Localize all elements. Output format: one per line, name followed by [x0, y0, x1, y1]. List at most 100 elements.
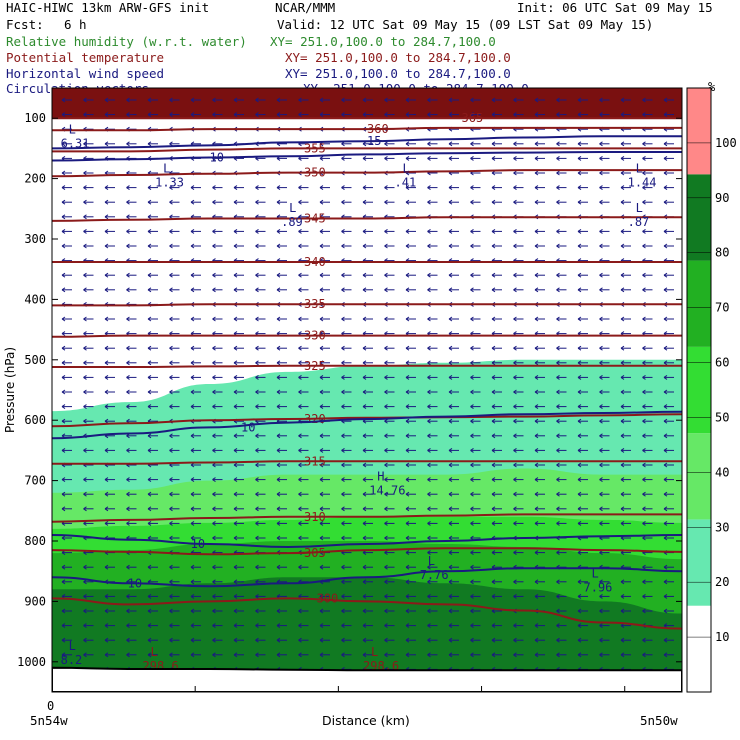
fcst-label: Fcst: — [6, 17, 44, 32]
wind-vector-head — [470, 287, 474, 293]
wind-vector-head — [384, 287, 388, 293]
wind-vector-head — [491, 404, 496, 410]
y-tick-label: 900 — [24, 594, 46, 608]
wind-vector-head — [448, 404, 453, 410]
wind-vector-head — [255, 360, 259, 366]
wind-vector-head — [147, 214, 152, 220]
wind-vector-head — [448, 564, 453, 570]
wind-vector-head — [298, 520, 302, 526]
wind-vector-head — [61, 579, 66, 585]
extremum-marker: L — [636, 162, 643, 176]
wind-vector-head — [663, 579, 668, 585]
wind-vector-head — [61, 418, 66, 424]
wind-vector-head — [663, 155, 668, 161]
wind-vector-head — [384, 623, 388, 629]
wind-vector-head — [599, 389, 603, 395]
wind-vector-head — [147, 199, 152, 205]
wind-vector-head — [169, 433, 173, 439]
wind-vector-head — [147, 228, 152, 234]
wind-vector-head — [319, 389, 324, 395]
wind-vector-head — [620, 374, 625, 380]
wind-vector-head — [448, 418, 453, 424]
wind-vector-head — [147, 491, 152, 497]
wind-vector-head — [384, 652, 388, 658]
wind-vector-head — [190, 491, 195, 497]
wind-vector-head — [577, 389, 582, 395]
wind-vector-head — [491, 243, 496, 249]
wind-vector-head — [362, 374, 367, 380]
wind-vector-head — [405, 608, 410, 614]
wind-vector-head — [405, 374, 410, 380]
wind-vector-head — [599, 345, 603, 351]
wind-vector-head — [427, 374, 431, 380]
extremum-value: .41 — [395, 176, 417, 190]
wind-vector-head — [470, 141, 474, 147]
wind-vector-head — [212, 185, 216, 191]
wind-vector-head — [104, 272, 109, 278]
wind-vector-head — [448, 593, 453, 599]
wind-vector-head — [298, 112, 302, 118]
x-axis-title: Distance (km) — [322, 713, 410, 728]
wind-vector-head — [427, 155, 431, 161]
theta-label: 355 — [304, 141, 326, 155]
wind-vector-head — [556, 579, 560, 585]
wind-vector-head — [663, 462, 668, 468]
wind-vector-head — [620, 477, 625, 483]
wind-vector-head — [169, 608, 173, 614]
wind-vector-head — [233, 360, 238, 366]
wind-vector-head — [513, 433, 517, 439]
wind-vector-head — [169, 535, 173, 541]
wind-vector-head — [126, 608, 130, 614]
x-axis-zero-label: 0 — [47, 699, 55, 713]
wind-vector-head — [642, 433, 646, 439]
wind-vector-head — [126, 447, 130, 453]
wind-vector-head — [298, 97, 302, 103]
wind-vector-head — [276, 374, 281, 380]
wind-vector-head — [534, 404, 539, 410]
wind-vector-head — [233, 564, 238, 570]
wind-vector-head — [169, 520, 173, 526]
wind-vector-head — [427, 345, 431, 351]
wind-vector-head — [212, 389, 216, 395]
wind-vector-head — [362, 112, 367, 118]
wind-vector-head — [556, 637, 560, 643]
wind-vector-head — [663, 97, 668, 103]
wind-vector-head — [61, 272, 66, 278]
wind-vector-head — [104, 228, 109, 234]
field-rh-name: Relative humidity (w.r.t. water) — [6, 34, 247, 49]
wind-vector-head — [448, 141, 453, 147]
wind-vector-head — [620, 170, 625, 176]
wind-vector-head — [319, 593, 324, 599]
wind-vector-head — [620, 155, 625, 161]
wind-vector-head — [276, 491, 281, 497]
wind-vector-head — [341, 637, 345, 643]
wind-vector-head — [513, 316, 517, 322]
wind-vector-head — [298, 535, 302, 541]
wind-vector-head — [663, 170, 668, 176]
wind-vector-head — [104, 316, 109, 322]
extremum-marker: L — [69, 122, 76, 136]
wind-vector-head — [577, 374, 582, 380]
wind-vector-head — [620, 360, 625, 366]
wind-vector-head — [384, 433, 388, 439]
wind-vector-head — [642, 564, 646, 570]
wind-vector-head — [362, 316, 367, 322]
wind-vector-head — [341, 389, 345, 395]
wind-vector-head — [427, 418, 431, 424]
wind-vector-head — [620, 272, 625, 278]
theta-label: 350 — [304, 166, 326, 180]
wind-vector-head — [276, 608, 281, 614]
wind-vector-head — [83, 477, 87, 483]
wind-vector-head — [255, 345, 259, 351]
wind-vector-head — [341, 243, 345, 249]
wind-vector-head — [427, 477, 431, 483]
wind-vector-head — [427, 272, 431, 278]
field-wind-xy: XY= 251.0,100.0 to 284.7,100.0 — [285, 66, 511, 81]
wind-vector-head — [341, 608, 345, 614]
wind-vector-head — [427, 447, 431, 453]
wind-vector-head — [663, 433, 668, 439]
wind-vector-head — [448, 389, 453, 395]
wind-vector-head — [255, 272, 259, 278]
wind-vector-head — [61, 404, 66, 410]
